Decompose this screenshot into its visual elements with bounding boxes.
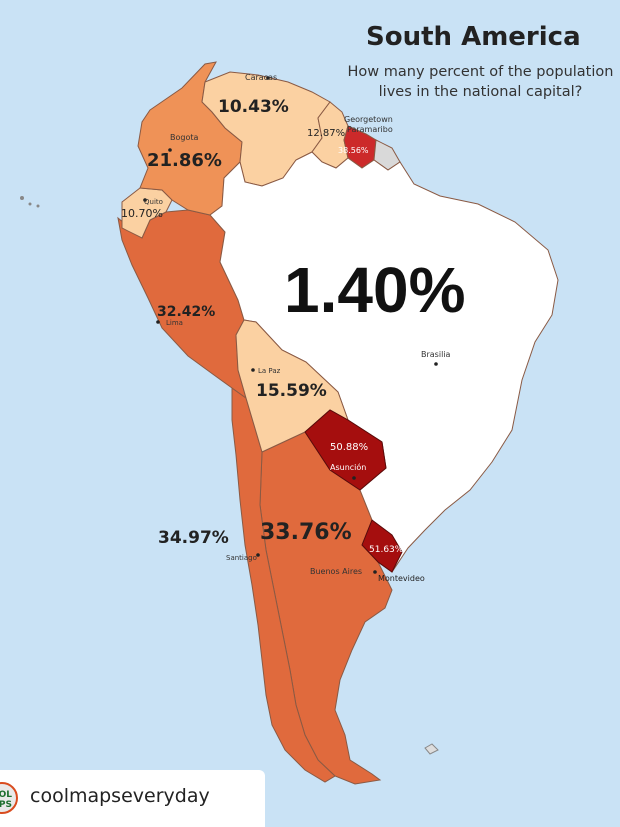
label-uruguay-value: 51.63%: [369, 545, 404, 555]
label-venezuela-value: 10.43%: [218, 97, 289, 117]
label-peru-value: 32.42%: [157, 304, 215, 320]
label-buenos-aires: Buenos Aires: [310, 567, 362, 576]
label-paramaribo: Paramaribo: [347, 125, 393, 134]
capital-dot-brasilia: [434, 362, 438, 366]
label-asuncion: Asunción: [330, 462, 366, 472]
capital-dot-caracas: [266, 76, 270, 80]
label-caracas: Caracas: [245, 73, 277, 82]
label-bolivia-value: 15.59%: [256, 381, 327, 401]
watermark-footer: OL PS coolmapseveryday: [0, 770, 265, 827]
label-brazil-value: 1.40%: [284, 254, 465, 326]
label-paraguay-value: 50.88%: [330, 442, 368, 453]
capital-dot-asuncion: [352, 476, 356, 480]
label-argentina-value: 33.76%: [260, 520, 352, 545]
label-colombia-value: 21.86%: [147, 150, 222, 171]
label-georgetown: Georgetown: [344, 115, 393, 124]
country-paraguay: [304, 409, 387, 491]
account-handle[interactable]: coolmapseveryday: [30, 785, 210, 807]
falkland-islands: [424, 743, 439, 755]
country-uruguay: [361, 519, 403, 573]
map-subtitle: How many percent of the population lives…: [347, 64, 614, 100]
capital-dot-montevideo: [373, 570, 377, 574]
label-ecuador-value: 10.70%: [121, 207, 163, 220]
label-la-paz: La Paz: [258, 367, 281, 375]
label-suriname-value: 38.56%: [338, 146, 369, 155]
label-santiago: Santiago: [226, 554, 257, 562]
galapagos-island: [28, 202, 32, 206]
label-chile-value: 34.97%: [158, 528, 229, 548]
label-lima: Lima: [166, 319, 183, 327]
label-bogota: Bogota: [170, 133, 198, 142]
capital-dot-quito: [143, 198, 147, 202]
capital-dot-bogota: [168, 148, 172, 152]
label-quito: Quito: [144, 198, 163, 206]
label-guyana-value: 12.87%: [307, 128, 345, 139]
capital-dot-lima: [156, 320, 160, 324]
galapagos-island: [20, 196, 24, 200]
galapagos-island: [36, 204, 40, 208]
label-brasilia: Brasilia: [421, 350, 451, 359]
capital-dot-la-paz: [251, 368, 255, 372]
map-title: South America: [366, 22, 581, 52]
country-chile: [231, 387, 336, 783]
brand-logo-icon: OL PS: [0, 782, 18, 814]
label-montevideo: Montevideo: [378, 574, 425, 583]
capital-dot-santiago: [256, 553, 260, 557]
